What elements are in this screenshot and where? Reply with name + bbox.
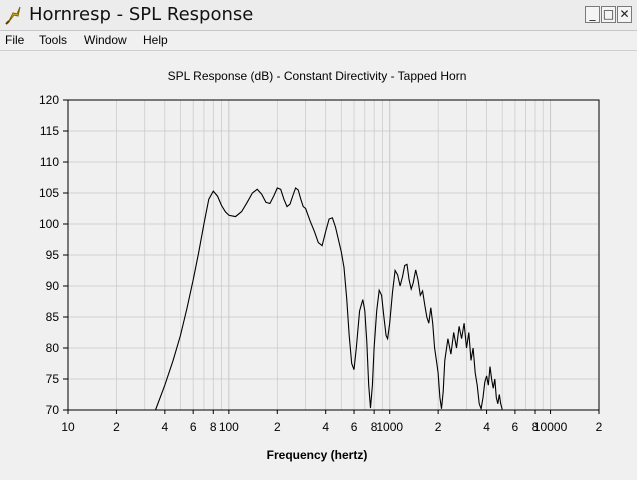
y-tick-label: 110 bbox=[40, 155, 59, 169]
x-tick-label: 2 bbox=[596, 420, 603, 434]
y-tick-label: 90 bbox=[46, 279, 60, 293]
y-tick-label: 80 bbox=[46, 341, 60, 355]
x-tick-label: 10 bbox=[61, 420, 75, 434]
menu-help[interactable]: Help bbox=[143, 33, 168, 47]
menu-file[interactable]: File bbox=[5, 33, 25, 47]
spl-curve-line bbox=[154, 187, 503, 411]
x-tick-label: 100 bbox=[219, 420, 239, 434]
x-tick-label: 10000 bbox=[534, 420, 568, 434]
x-tick-label: 2 bbox=[274, 420, 281, 434]
x-tick-label: 8 bbox=[210, 420, 217, 434]
x-axis-label: Frequency (hertz) bbox=[267, 448, 368, 462]
minimize-button[interactable]: _ bbox=[585, 6, 600, 23]
x-tick-label: 4 bbox=[483, 420, 490, 434]
y-tick-label: 70 bbox=[46, 403, 60, 417]
x-tick-label: 6 bbox=[512, 420, 519, 434]
x-tick-label: 2 bbox=[435, 420, 442, 434]
close-button[interactable]: ✕ bbox=[617, 6, 632, 23]
x-tick-label: 2 bbox=[113, 420, 120, 434]
menu-bar: File Tools Window Help bbox=[0, 31, 637, 51]
x-tick-label: 4 bbox=[162, 420, 169, 434]
menu-tools[interactable]: Tools bbox=[39, 33, 68, 47]
grid-lines bbox=[68, 100, 599, 410]
chart-title: SPL Response (dB) - Constant Directivity… bbox=[168, 69, 467, 83]
x-tick-label: 8 bbox=[371, 420, 378, 434]
maximize-button[interactable]: □ bbox=[601, 6, 616, 23]
menu-window[interactable]: Window bbox=[84, 33, 127, 47]
x-tick-label: 8 bbox=[532, 420, 539, 434]
title-bar: Hornresp - SPL Response _ □ ✕ bbox=[0, 0, 637, 31]
y-tick-label: 120 bbox=[39, 93, 59, 107]
y-tick-label: 100 bbox=[39, 217, 59, 231]
hornresp-app-icon bbox=[5, 6, 21, 25]
y-tick-label: 95 bbox=[46, 248, 60, 262]
y-axis-ticks: 120 115 110 105 100 95 90 85 80 75 70 bbox=[39, 93, 68, 417]
y-tick-label: 75 bbox=[46, 372, 60, 386]
x-tick-label: 6 bbox=[351, 420, 358, 434]
window-title: Hornresp - SPL Response bbox=[29, 4, 254, 25]
x-tick-label: 6 bbox=[190, 420, 197, 434]
x-tick-label: 1000 bbox=[376, 420, 403, 434]
x-tick-label: 4 bbox=[322, 420, 329, 434]
y-tick-label: 85 bbox=[46, 310, 60, 324]
y-tick-label: 115 bbox=[40, 124, 59, 138]
y-tick-label: 105 bbox=[39, 186, 59, 200]
